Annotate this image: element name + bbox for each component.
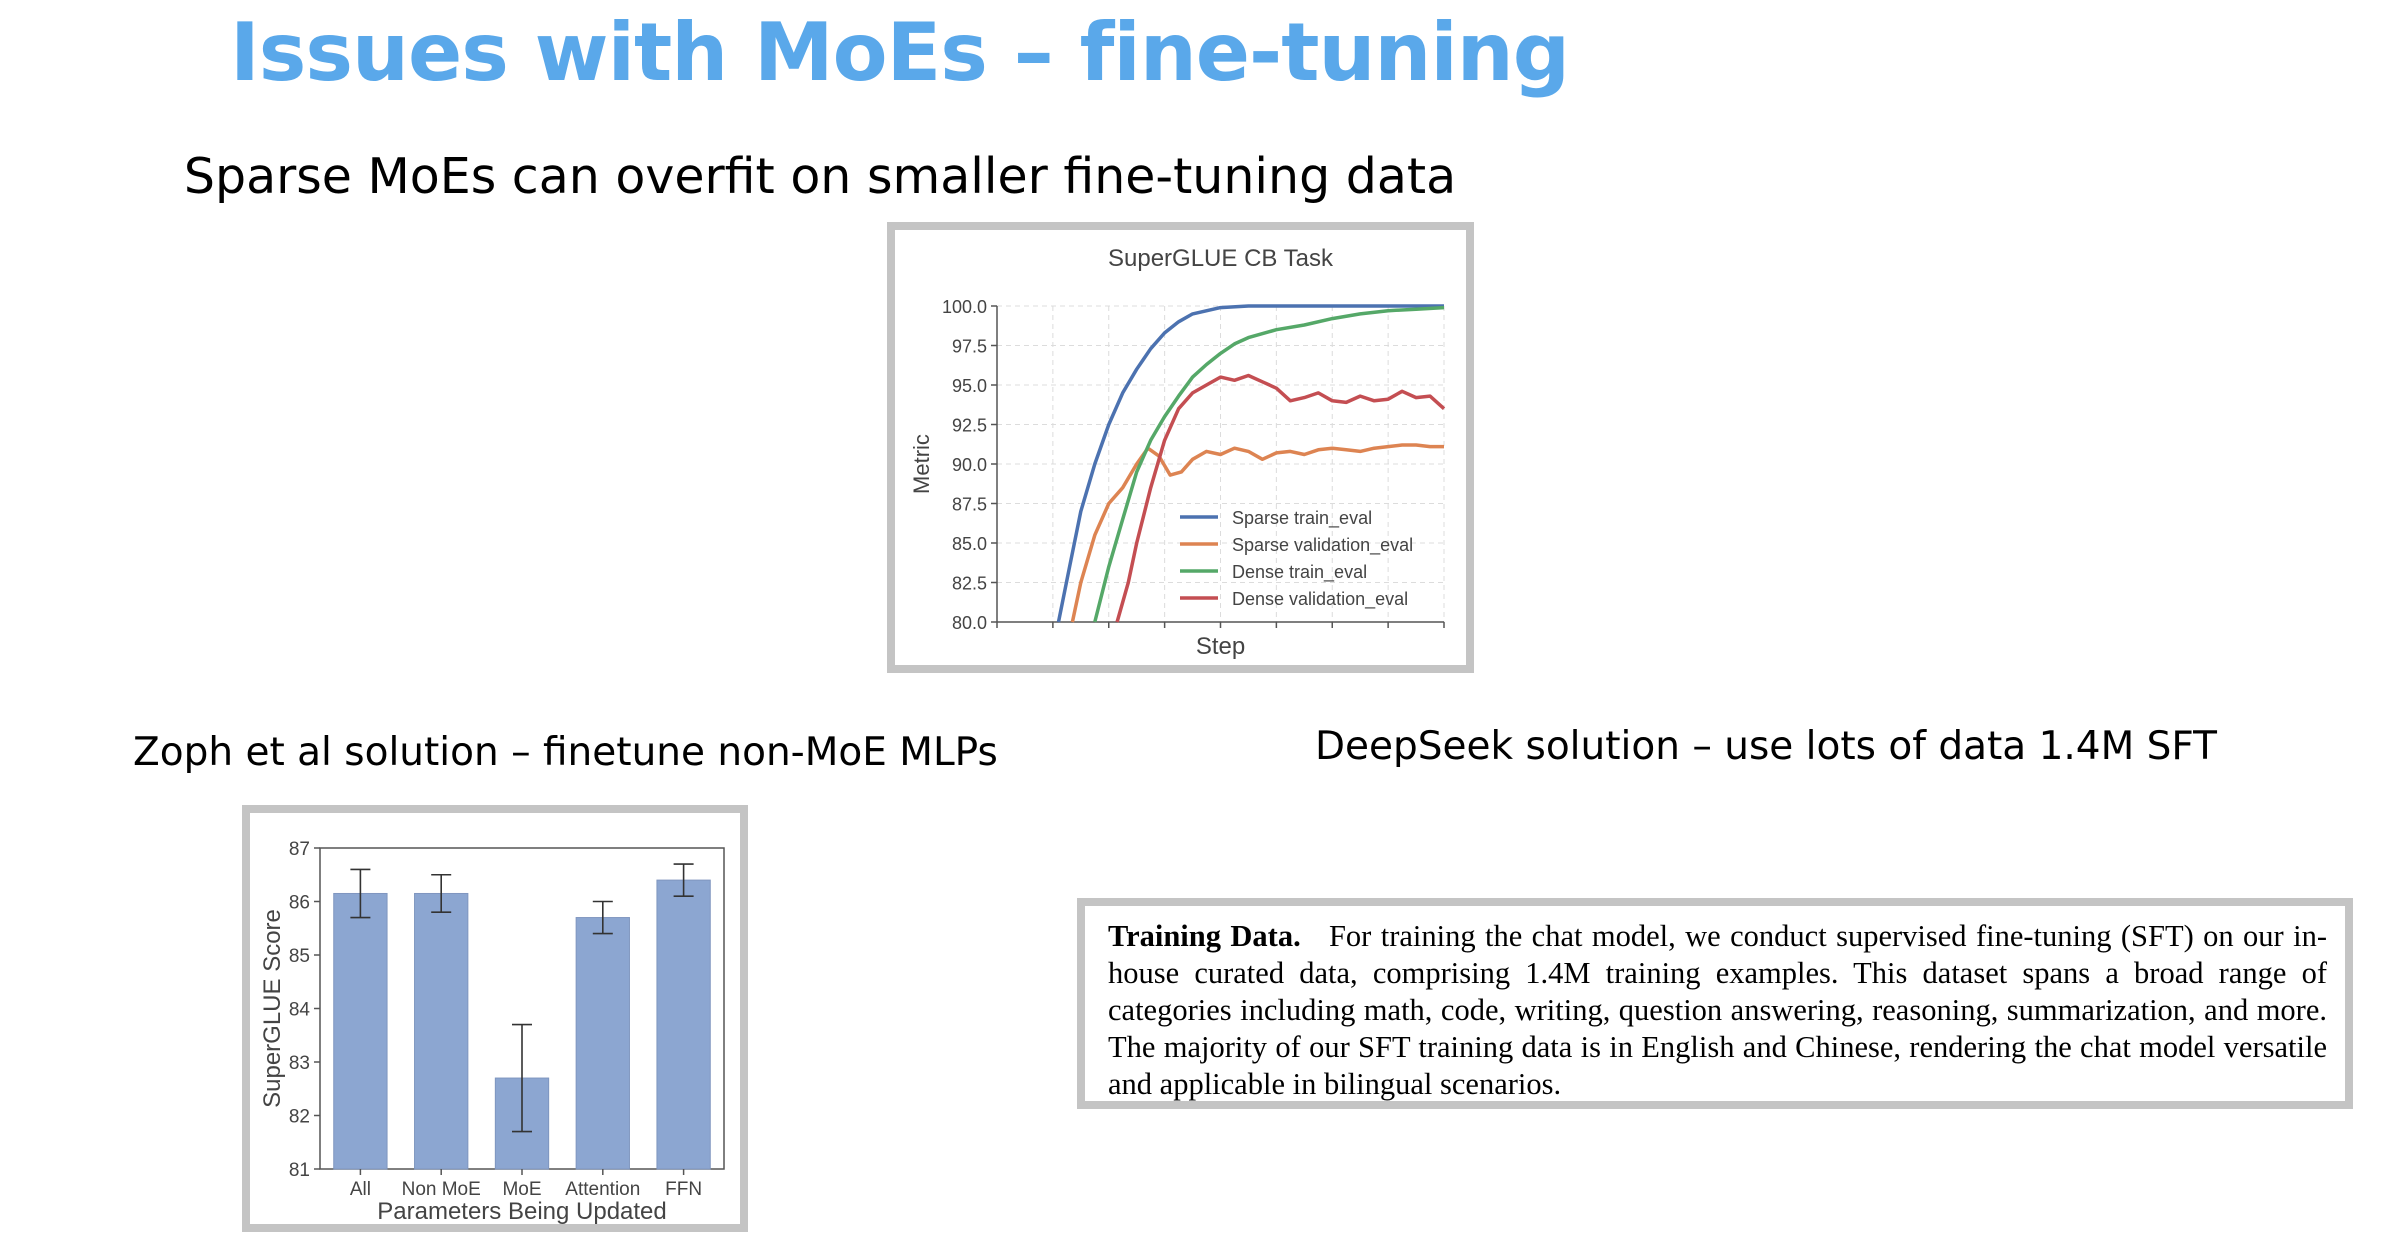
y-tick-label: 80.0: [952, 613, 987, 633]
x-tick-label: FFN: [665, 1179, 702, 1200]
training-data-body: For training the chat model, we conduct …: [1108, 919, 2328, 1101]
series-line-dense-train-eval: [1093, 305, 1445, 623]
y-tick-label: 90.0: [952, 455, 987, 475]
y-tick-label: 92.5: [952, 416, 987, 436]
legend-label: Sparse train_eval: [1232, 508, 1372, 529]
bar-chart-frame: 81 82 83 84 85 86 87 All Non MoE MoE Attention FFN P…: [242, 805, 748, 1232]
series-line-sparse-train-eval: [1056, 304, 1444, 623]
line-chart-frame: SuperGLUE CB Task 80.0 82.5 85.0 87.5 90.0 92.…: [887, 222, 1474, 673]
legend-label: Dense validation_eval: [1232, 589, 1408, 610]
slide-subtitle: Sparse MoEs can overfit on smaller fine-…: [183, 148, 1457, 205]
line-chart: SuperGLUE CB Task 80.0 82.5 85.0 87.5 90.0 92.…: [909, 245, 1446, 660]
y-tick-label: 95.0: [952, 376, 987, 396]
bar: [656, 879, 711, 1170]
y-tick-label: 97.5: [952, 337, 987, 357]
y-axis-label: Metric: [909, 434, 934, 494]
x-tick-label: Attention: [565, 1179, 640, 1200]
legend-label: Sparse validation_eval: [1232, 535, 1413, 556]
series-line-dense-validation-eval: [1115, 373, 1446, 623]
legend-label: Dense train_eval: [1232, 562, 1367, 583]
y-tick-label: 84: [289, 1000, 311, 1021]
y-tick-label: 85: [289, 946, 310, 967]
bar: [333, 892, 388, 1170]
y-axis-label: SuperGLUE Score: [259, 909, 286, 1108]
bar: [575, 917, 630, 1170]
slide-title: Issues with MoEs – fine-tuning: [230, 6, 1570, 99]
y-tick-label: 82.5: [952, 574, 987, 594]
y-tick-label: 86: [289, 893, 310, 914]
y-tick-label: 87.5: [952, 495, 987, 515]
y-tick-label: 81: [289, 1160, 310, 1181]
chart-title: SuperGLUE CB Task: [1108, 245, 1334, 272]
x-axis-label: Step: [1196, 633, 1245, 660]
y-tick-label: 100.0: [942, 297, 987, 317]
training-data-box: Training Data. For training the chat mod…: [1077, 898, 2353, 1109]
y-tick-label: 82: [289, 1107, 310, 1128]
bar: [414, 892, 469, 1170]
y-tick-label: 87: [289, 839, 310, 860]
y-tick-label: 83: [289, 1053, 310, 1074]
left-caption: Zoph et al solution – finetune non-MoE M…: [133, 730, 998, 775]
training-data-paragraph: Training Data. For training the chat mod…: [1108, 918, 2327, 1103]
series-line-sparse-validation-eval: [1070, 443, 1444, 623]
y-tick-label: 85.0: [952, 534, 987, 554]
x-tick-label: All: [350, 1179, 371, 1200]
x-tick-label: Non MoE: [402, 1179, 481, 1200]
right-caption: DeepSeek solution – use lots of data 1.4…: [1315, 724, 2217, 769]
training-data-heading: Training Data.: [1108, 919, 1301, 953]
bar-chart: 81 82 83 84 85 86 87 All Non MoE MoE Attention FFNP…: [259, 839, 725, 1224]
x-tick-label: MoE: [502, 1179, 541, 1200]
x-axis-label: Parameters Being Updated: [377, 1198, 667, 1224]
